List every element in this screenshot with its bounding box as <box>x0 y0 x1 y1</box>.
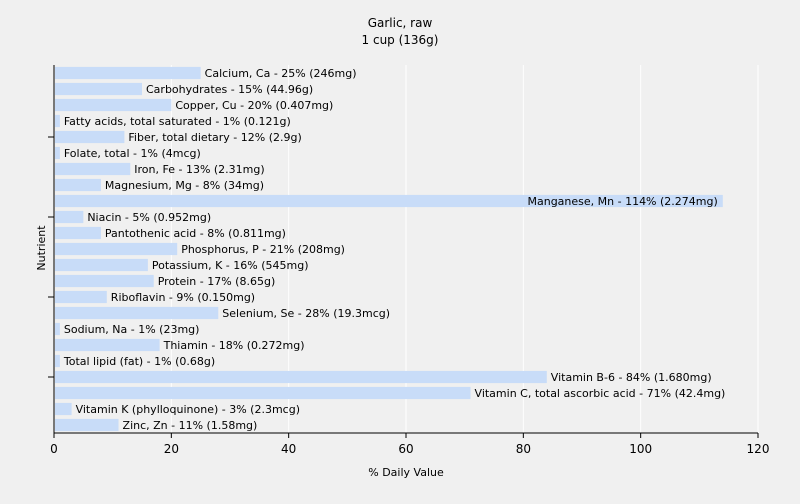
bar-label-8: Manganese, Mn - 114% (2.274mg) <box>527 195 717 208</box>
bar-8 <box>55 194 723 208</box>
bar-label-12: Potassium, K - 16% (545mg) <box>152 259 309 272</box>
bar-19 <box>55 370 547 384</box>
bars: Calcium, Ca - 25% (246mg) Carbohydrates -… <box>55 66 726 432</box>
bar-label-0: Calcium, Ca - 25% (246mg) <box>205 67 357 80</box>
bar-1 <box>55 82 142 96</box>
bar-label-10: Pantothenic acid - 8% (0.811mg) <box>105 227 286 240</box>
bar-label-6: Iron, Fe - 13% (2.31mg) <box>134 163 264 176</box>
x-tick-label-4: 80 <box>516 442 531 456</box>
bar-18 <box>55 354 60 368</box>
bar-label-4: Fiber, total dietary - 12% (2.9g) <box>128 131 301 144</box>
bar-15 <box>55 306 219 320</box>
bar-21 <box>55 402 72 416</box>
bar-label-9: Niacin - 5% (0.952mg) <box>87 211 211 224</box>
bar-label-5: Folate, total - 1% (4mcg) <box>64 147 201 160</box>
bar-label-21: Vitamin K (phylloquinone) - 3% (2.3mcg) <box>76 403 300 416</box>
bar-7 <box>55 178 101 192</box>
bar-3 <box>55 114 60 128</box>
bar-12 <box>55 258 148 272</box>
bar-label-14: Riboflavin - 9% (0.150mg) <box>111 291 255 304</box>
x-tick-label-2: 40 <box>281 442 296 456</box>
bar-label-3: Fatty acids, total saturated - 1% (0.121… <box>64 115 291 128</box>
bar-10 <box>55 226 101 240</box>
bar-17 <box>55 338 160 352</box>
bar-13 <box>55 274 154 288</box>
x-tick-label-5: 100 <box>629 442 652 456</box>
bar-label-13: Protein - 17% (8.65g) <box>158 275 276 288</box>
bar-label-2: Copper, Cu - 20% (0.407mg) <box>175 99 333 112</box>
bar-label-18: Total lipid (fat) - 1% (0.68g) <box>63 355 215 368</box>
bar-20 <box>55 386 471 400</box>
bar-5 <box>55 146 60 160</box>
bar-label-16: Sodium, Na - 1% (23mg) <box>64 323 200 336</box>
bar-label-7: Magnesium, Mg - 8% (34mg) <box>105 179 264 192</box>
chart-subtitle: 1 cup (136g) <box>362 33 439 47</box>
bar-11 <box>55 242 178 256</box>
bar-label-17: Thiamin - 18% (0.272mg) <box>163 339 305 352</box>
bar-label-22: Zinc, Zn - 11% (1.58mg) <box>123 419 258 432</box>
bar-4 <box>55 130 125 144</box>
bar-16 <box>55 322 60 336</box>
bar-22 <box>55 418 119 432</box>
x-tick-label-3: 60 <box>398 442 413 456</box>
bar-label-19: Vitamin B-6 - 84% (1.680mg) <box>551 371 712 384</box>
bar-0 <box>55 66 201 80</box>
bar-6 <box>55 162 131 176</box>
chart-title: Garlic, raw <box>368 16 433 30</box>
bar-label-20: Vitamin C, total ascorbic acid - 71% (42… <box>475 387 726 400</box>
bar-14 <box>55 290 107 304</box>
bar-9 <box>55 210 84 224</box>
x-tick-label-1: 20 <box>164 442 179 456</box>
x-axis-label: % Daily Value <box>368 466 444 479</box>
bar-2 <box>55 98 172 112</box>
axes: 0 20 40 60 80 100 120 <box>48 65 769 456</box>
y-axis-label: Nutrient <box>35 225 48 271</box>
x-tick-label-6: 120 <box>747 442 770 456</box>
bar-label-1: Carbohydrates - 15% (44.96g) <box>146 83 313 96</box>
bar-label-11: Phosphorus, P - 21% (208mg) <box>181 243 345 256</box>
bar-label-15: Selenium, Se - 28% (19.3mcg) <box>222 307 390 320</box>
x-tick-label-0: 0 <box>50 442 58 456</box>
